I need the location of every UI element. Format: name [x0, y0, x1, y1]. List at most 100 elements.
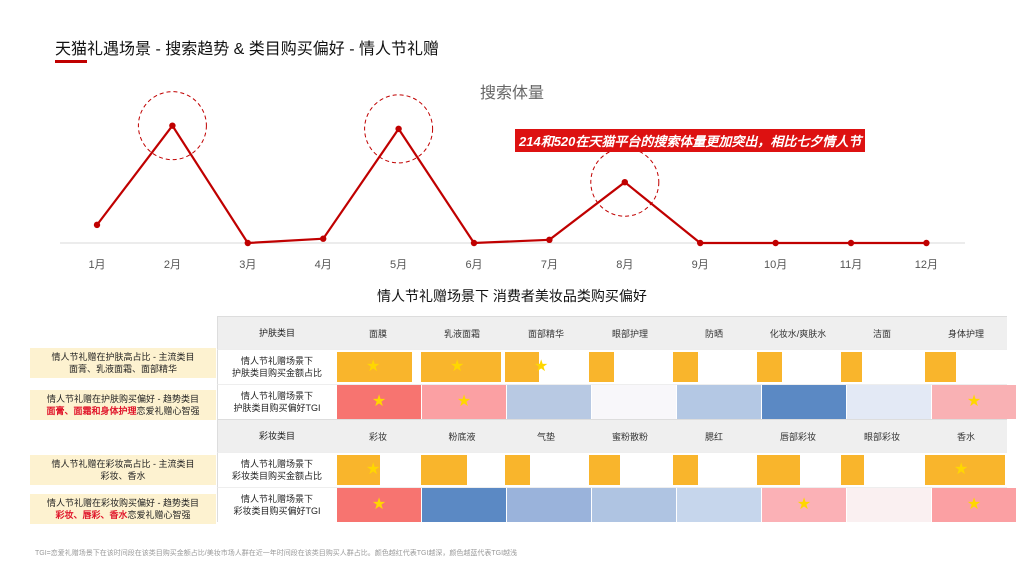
makeup-share-label: 情人节礼赠场景下 彩妆类目购买金额占比 — [218, 453, 336, 487]
column-header: 洁面 — [872, 328, 891, 339]
skincare-tgi-label: 情人节礼赠场景下 护肤类目购买偏好TGI — [218, 385, 336, 419]
share-cell — [840, 350, 924, 384]
tgi-cell: ★ — [931, 385, 1016, 419]
highlight-circle — [137, 91, 207, 161]
data-point — [470, 239, 478, 247]
highlight-circle — [590, 147, 660, 217]
summary-highlight: 面膏、面霜和身体护理 — [46, 406, 137, 416]
x-tick-label: 7月 — [541, 259, 558, 271]
column-header: 蜜粉散粉 — [611, 431, 648, 442]
x-tick-label: 2月 — [164, 259, 181, 271]
x-tick-label: 4月 — [315, 259, 332, 271]
share-bar — [673, 455, 699, 485]
share-cell: ★ — [336, 350, 420, 384]
share-cell — [756, 453, 840, 487]
search-volume-chart: 1月 2月 3月 4月 5月 6月 7月 8月 9月 10月 11月 12月 — [60, 91, 965, 271]
column-header: 面部精华 — [527, 328, 564, 339]
tgi-cell: ★ — [761, 488, 846, 522]
x-tick-label: 6月 — [465, 259, 482, 271]
x-tick-label: 11月 — [840, 259, 862, 271]
series-line — [96, 123, 927, 245]
summary-line: 面膏、乳液面霜、面部精华 — [68, 364, 177, 374]
data-point — [621, 179, 628, 186]
skincare-header-row: 护肤类目 面膜 乳液面霜 面部精华 眼部护理 防晒 化妆水/爽肤水 洁面 身体护理 — [217, 316, 1007, 349]
column-header: 香水 — [956, 431, 975, 442]
tgi-cell — [761, 385, 846, 419]
share-bar — [421, 352, 501, 382]
share-bar — [505, 352, 540, 382]
share-bar — [841, 352, 862, 382]
share-bar — [925, 455, 1005, 485]
share-cell — [924, 350, 1008, 384]
column-header: 身体护理 — [947, 328, 984, 339]
star-icon: ★ — [450, 358, 465, 375]
share-bar — [757, 455, 800, 485]
table-title: 情人节礼赠场景下 消费者美妆品类购买偏好 — [377, 288, 647, 304]
skincare-tgi-summary: 情人节礼赠在护肤购买偏好 - 趋势类目 面膏、面霜和身体护理恋爱礼赠心智强 — [30, 390, 216, 420]
share-cell: ★ — [336, 453, 420, 487]
column-header: 唇部彩妆 — [779, 431, 816, 442]
data-point — [546, 236, 553, 243]
makeup-tgi-label: 情人节礼赠场景下 彩妆类目购买偏好TGI — [218, 488, 336, 522]
share-cell — [504, 453, 588, 487]
summary-tail: 恋爱礼赠心智强 — [127, 510, 191, 520]
x-tick-label: 8月 — [616, 259, 633, 271]
column-header: 粉底液 — [448, 431, 476, 442]
makeup-tgi-summary: 情人节礼赠在彩妆购买偏好 - 趋势类目 彩妆、唇彩、香水恋爱礼赠心智强 — [30, 494, 216, 524]
column-header: 化妆水/爽肤水 — [769, 328, 827, 339]
column-header: 眼部彩妆 — [863, 431, 900, 442]
skincare-share-label-text: 情人节礼赠场景下 护肤类目购买金额占比 — [231, 356, 322, 378]
skincare-share-row: 情人节礼赠场景下 护肤类目购买金额占比 ★ ★ ★ — [217, 349, 1007, 384]
star-icon: ★ — [371, 393, 387, 410]
x-tick-label: 5月 — [390, 259, 407, 271]
share-bar — [421, 455, 467, 485]
column-header: 防晒 — [704, 328, 723, 339]
page-title: 天猫礼遇场景 - 搜索趋势 & 类目购买偏好 - 情人节礼赠 — [55, 41, 440, 58]
share-cell — [672, 453, 756, 487]
star-icon: ★ — [954, 461, 969, 478]
share-bar — [757, 352, 783, 382]
footnote: TGI=恋爱礼赠场景下在该时间段在该类目购买金额占比/美妆市场人群在近一年时间段… — [35, 550, 518, 557]
tgi-cell: ★ — [336, 488, 421, 522]
makeup-share-summary: 情人节礼赠在彩妆高占比 - 主流类目 彩妆、香水 — [30, 455, 216, 485]
column-header: 乳液面霜 — [443, 328, 480, 339]
star-icon: ★ — [456, 393, 472, 410]
makeup-tgi-label-text: 情人节礼赠场景下 彩妆类目购买偏好TGI — [233, 494, 321, 516]
share-cell: ★ — [420, 350, 504, 384]
share-cell — [756, 350, 840, 384]
data-point — [320, 235, 327, 242]
tgi-cell — [676, 385, 761, 419]
share-cell — [672, 350, 756, 384]
callout-annotation: 214和520在天猫平台的搜索体量更加突出，相比七夕情人节 — [515, 129, 866, 152]
tgi-cell — [846, 385, 931, 419]
summary-highlight: 彩妆、唇彩、香水 — [55, 510, 128, 520]
share-cell — [420, 453, 504, 487]
star-icon: ★ — [796, 496, 812, 513]
column-header: 气垫 — [536, 431, 555, 442]
tgi-cell: ★ — [421, 385, 506, 419]
share-cell: ★ — [504, 350, 588, 384]
summary-line: 情人节礼赠在护肤高占比 - 主流类目 — [51, 352, 195, 362]
star-icon: ★ — [366, 461, 381, 478]
summary-tail: 恋爱礼赠心智强 — [136, 406, 200, 416]
tgi-cell: ★ — [931, 488, 1016, 522]
skincare-share-label: 情人节礼赠场景下 护肤类目购买金额占比 — [218, 350, 336, 384]
column-header: 面膜 — [368, 328, 387, 339]
data-point — [169, 122, 176, 129]
tgi-cell — [846, 488, 931, 522]
makeup-header-label: 彩妆类目 — [258, 431, 295, 441]
share-bar — [589, 455, 621, 485]
x-tick-label: 9月 — [692, 259, 709, 271]
tgi-cell — [421, 488, 506, 522]
data-point — [244, 239, 251, 247]
makeup-header-row: 彩妆类目 彩妆 粉底液 气垫 蜜粉散粉 腮红 唇部彩妆 眼部彩妆 香水 — [217, 419, 1007, 452]
share-bar — [337, 455, 380, 485]
summary-line: 彩妆、唇彩、香水恋爱礼赠心智强 — [30, 509, 216, 521]
x-tick-label: 10月 — [764, 259, 787, 271]
star-icon: ★ — [966, 393, 982, 410]
tgi-cell — [676, 488, 761, 522]
share-bar — [925, 352, 957, 382]
tgi-cell: ★ — [336, 385, 421, 419]
x-tick-label: 3月 — [239, 259, 256, 271]
share-cell: ★ — [924, 453, 1008, 487]
